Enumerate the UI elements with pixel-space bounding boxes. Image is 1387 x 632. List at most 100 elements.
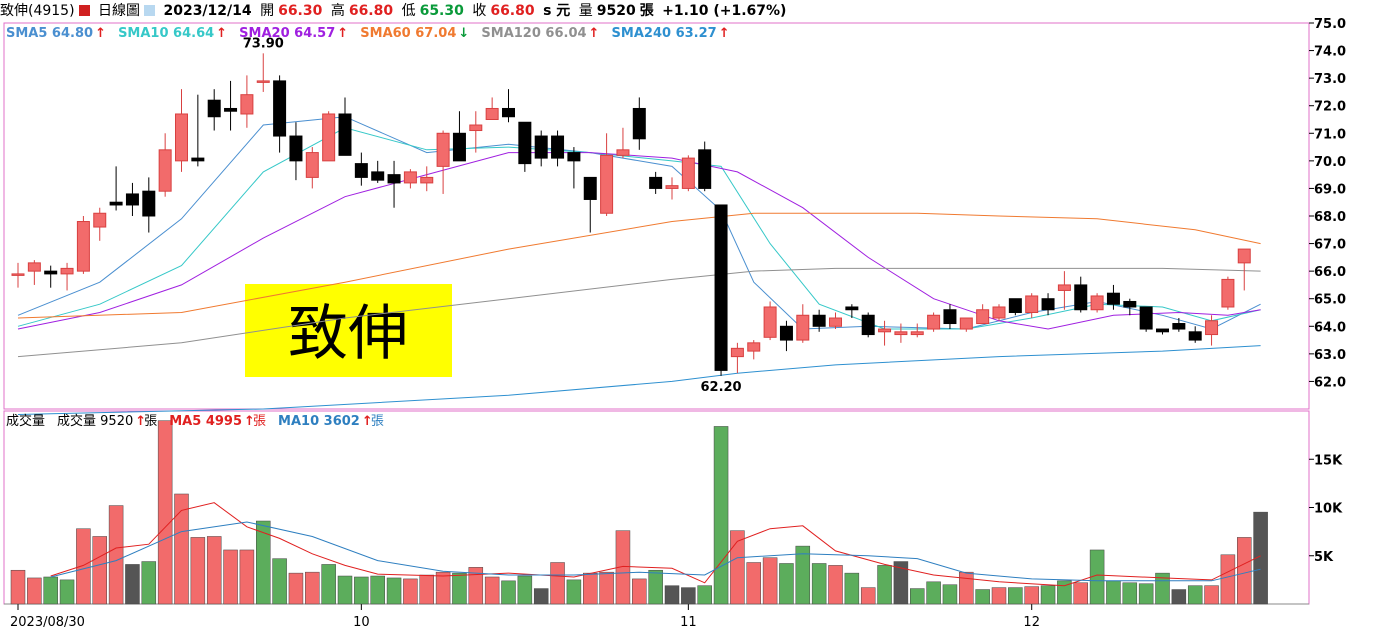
- candle-body: [1172, 323, 1186, 330]
- dropdown-icon[interactable]: [144, 5, 156, 16]
- candle-body: [1188, 331, 1202, 341]
- volume-bar: [926, 581, 941, 605]
- candle-body: [551, 135, 565, 159]
- high-annotation: 73.90: [243, 36, 284, 51]
- volume-bar: [795, 545, 811, 605]
- volume-bar: [484, 576, 500, 605]
- candle-body: [632, 107, 646, 140]
- candle-body: [927, 314, 941, 330]
- volume-tick-label: 5K: [1314, 550, 1334, 565]
- candle-body: [109, 201, 123, 206]
- volume-bar: [370, 575, 385, 605]
- price-tick-label: 75.0: [1314, 17, 1346, 32]
- close-label: 收: [472, 3, 487, 19]
- volume-bar: [1008, 587, 1023, 605]
- candle-body: [894, 331, 908, 336]
- candle-body: [420, 176, 434, 184]
- candle-body: [1008, 298, 1022, 314]
- candle-body: [322, 113, 336, 162]
- volume-tick-label: 10K: [1314, 502, 1343, 517]
- volume-bar: [959, 571, 974, 605]
- candle-body: [665, 185, 679, 189]
- candle-body: [387, 174, 401, 184]
- up-arrow-icon: ↑: [719, 26, 730, 41]
- volume-bar: [893, 561, 909, 605]
- volume-bar: [1106, 580, 1121, 605]
- candle-body: [469, 124, 483, 132]
- volume-bar: [844, 572, 860, 605]
- volume-bar: [779, 563, 794, 605]
- volume-bar: [664, 585, 680, 605]
- open-value: 66.30: [278, 3, 323, 19]
- volume-bar: [386, 577, 402, 605]
- volume-bar: [43, 576, 58, 605]
- candle-body: [992, 306, 1006, 319]
- volume-bar: [157, 420, 173, 605]
- x-tick-label: 10: [353, 615, 370, 630]
- low-value: 65.30: [419, 3, 464, 19]
- volume-bar: [615, 530, 631, 605]
- candle-body: [1074, 284, 1088, 311]
- candle-body: [943, 309, 957, 325]
- volume-bar: [108, 505, 124, 605]
- volume-legend-unit: 張: [371, 414, 384, 429]
- candle-body: [681, 157, 695, 189]
- candle-body: [1123, 300, 1137, 308]
- watermark-box: [245, 284, 452, 377]
- sma-line-sma20: [17, 152, 1261, 330]
- candle-body: [1106, 292, 1120, 305]
- candle-body: [910, 331, 924, 336]
- volume-bar: [877, 565, 892, 605]
- volume-bar: [1171, 589, 1187, 605]
- volume-bar: [811, 563, 827, 605]
- volume-legend-unit: 張: [253, 414, 266, 429]
- volume-bar: [1040, 585, 1056, 605]
- volume-bar: [1204, 585, 1219, 605]
- volume-bar: [860, 587, 876, 605]
- volume-tick-label: 15K: [1314, 453, 1343, 468]
- volume-bar: [10, 569, 26, 605]
- change-value: +1.10 (+1.67%): [662, 3, 787, 19]
- volume-bar: [1057, 580, 1072, 605]
- volume-bar: [452, 572, 467, 605]
- candle-body: [796, 314, 810, 341]
- candle-body: [93, 212, 107, 228]
- candle-body: [273, 80, 287, 137]
- price-legend-label: SMA240 63.27: [612, 26, 717, 41]
- stock-name[interactable]: 致伸(4915): [0, 3, 75, 19]
- candle-body: [812, 314, 826, 327]
- candle-body: [240, 94, 254, 115]
- volume-bar: [141, 561, 157, 605]
- price-tick-label: 72.0: [1314, 100, 1346, 115]
- volume-bar: [942, 584, 958, 605]
- up-arrow-icon: ↑: [216, 26, 227, 41]
- candle-body: [1090, 295, 1104, 311]
- volume-bar: [190, 537, 206, 605]
- candle-body: [289, 135, 303, 162]
- volume-bar: [354, 576, 369, 605]
- volume-legend-unit: 張: [144, 414, 157, 429]
- volume-bar: [1122, 582, 1138, 605]
- volume-bar: [517, 575, 533, 605]
- price-tick-label: 73.0: [1314, 72, 1346, 87]
- volume-bar: [681, 587, 696, 605]
- volume-bar: [648, 569, 663, 605]
- candle-body: [207, 99, 221, 118]
- open-label: 開: [260, 3, 275, 19]
- candle-body: [878, 328, 892, 333]
- volume-bar: [533, 588, 549, 605]
- candle-body: [698, 149, 712, 189]
- low-annotation: 62.20: [700, 380, 741, 395]
- price-tick-label: 71.0: [1314, 127, 1346, 142]
- candle-body: [730, 347, 744, 358]
- volume-bar: [1237, 537, 1252, 605]
- red-flag-icon[interactable]: [78, 5, 90, 16]
- candle-body: [779, 325, 793, 341]
- sma-line-sma120: [17, 267, 1261, 358]
- candle-body: [338, 113, 352, 156]
- volume-bar: [828, 565, 843, 605]
- x-tick-label: 11: [680, 615, 697, 630]
- volume-bar: [910, 588, 925, 605]
